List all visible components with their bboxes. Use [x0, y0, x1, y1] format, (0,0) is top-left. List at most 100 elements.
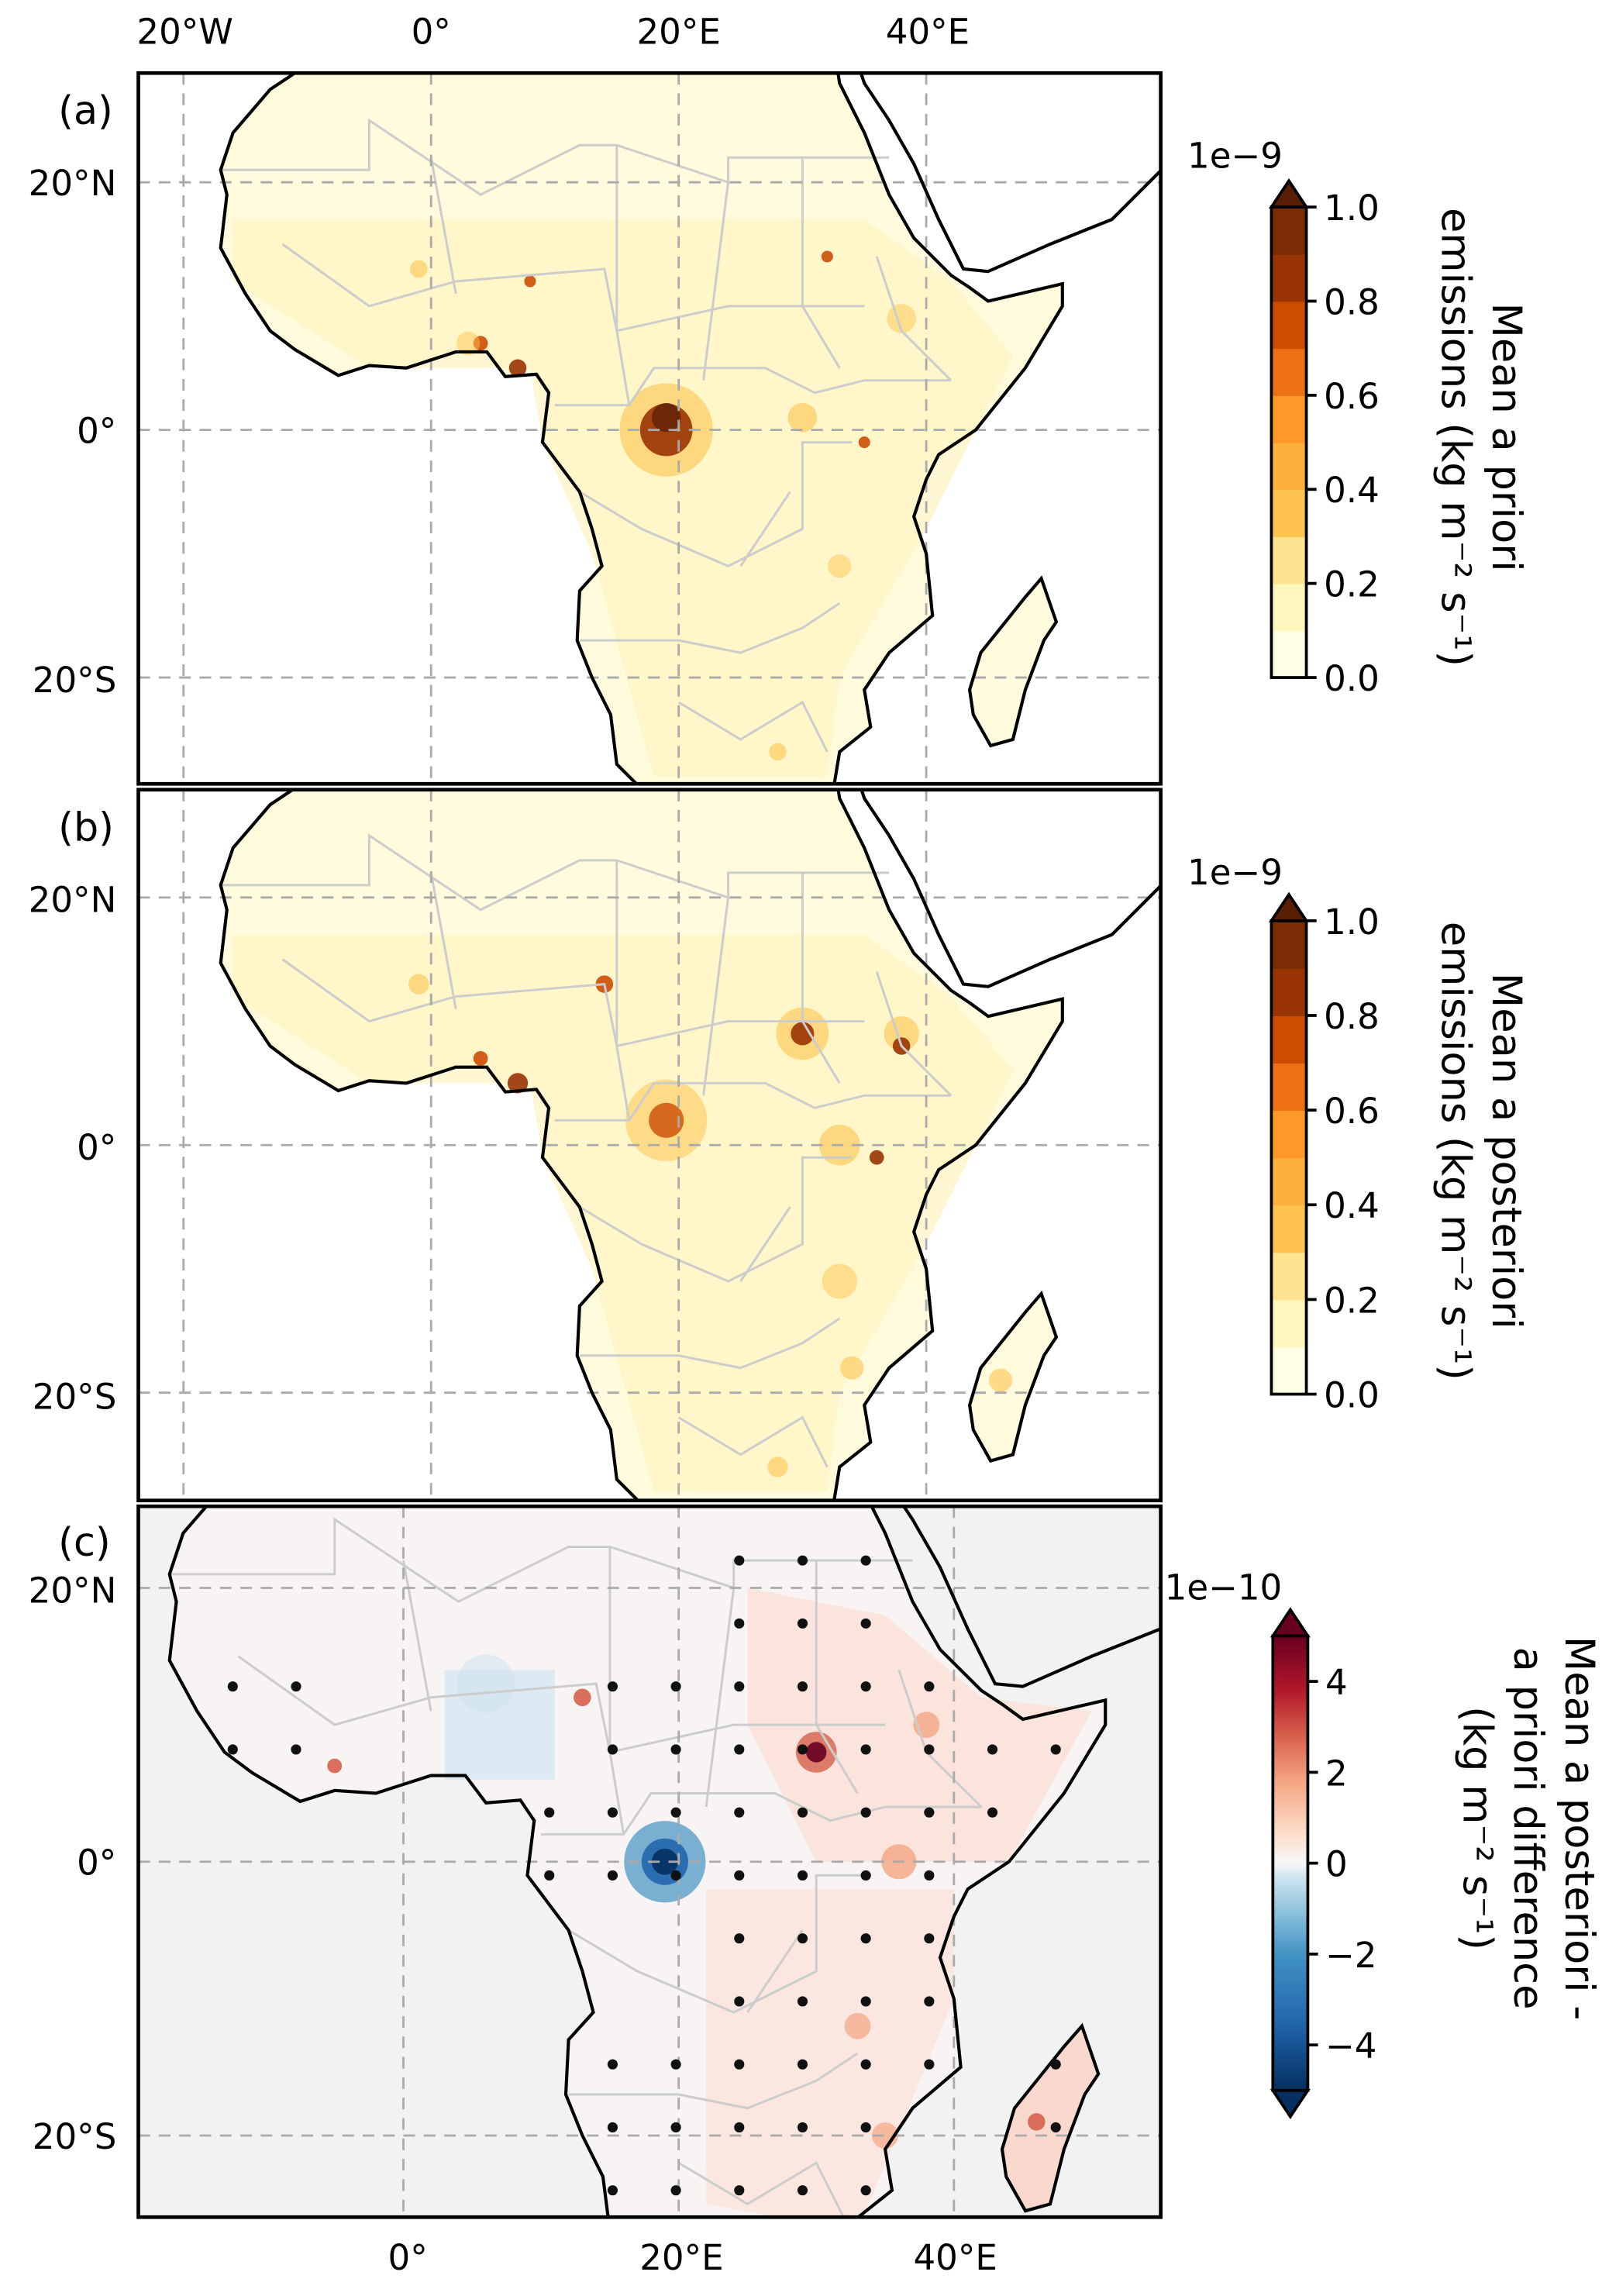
country-border — [815, 1560, 859, 1794]
inversion-dot — [607, 2185, 618, 2196]
country-border — [875, 971, 953, 1097]
inversion-dot — [670, 1744, 681, 1755]
inversion-dot — [734, 2122, 745, 2133]
inversion-dot — [797, 2122, 808, 2133]
country-border — [567, 1874, 872, 2014]
inversion-dot — [860, 2122, 871, 2133]
colorbar-band — [1271, 395, 1307, 443]
colorbar-a: 0.0 0.2 0.4 0.6 0.8 1.0 — [1268, 178, 1380, 699]
lat-tick: 20°S — [33, 2116, 117, 2157]
emission-hotspot — [508, 359, 527, 377]
inversion-dot — [1050, 2122, 1061, 2133]
country-border — [429, 157, 457, 295]
emission-hotspot — [327, 1758, 343, 1774]
colorbar-band — [1271, 920, 1307, 969]
inversion-dot — [797, 2059, 808, 2070]
colorbar-multiplier: 1e−9 — [1187, 135, 1283, 176]
inversion-dot — [797, 1681, 808, 1692]
inversion-dot — [860, 1807, 871, 1818]
inversion-dot — [227, 1744, 238, 1755]
inversion-dot — [924, 2059, 935, 2070]
coastline — [219, 789, 1064, 1501]
frame-a — [136, 71, 1163, 786]
emission-hotspot — [456, 1654, 515, 1713]
colorbar-tick-label: 1.0 — [1324, 902, 1380, 943]
lat-tick: 20°N — [29, 163, 117, 204]
panel-label-c: (c) — [58, 1519, 110, 1565]
colorbar-multiplier: 1e−9 — [1187, 852, 1283, 893]
emission-hotspot — [769, 743, 787, 761]
inversion-dot — [734, 2059, 745, 2070]
lon-tick: 20°E — [636, 12, 720, 53]
inversion-dot — [860, 1933, 871, 1944]
colorbar-band — [1271, 1205, 1307, 1253]
colorbar-tick-label: 0.6 — [1324, 1091, 1380, 1132]
panel-b: (b) 20°N 0° 20°S 0.0 0.2 0.4 0.6 0.8 1.0 1e−9… — [29, 788, 1530, 1503]
country-border — [281, 243, 865, 333]
lat-tick: 20°S — [33, 1376, 117, 1417]
colorbar-band — [1271, 348, 1307, 396]
inversion-dot — [734, 1996, 745, 2007]
inversion-dot — [860, 1681, 871, 1692]
country-border — [568, 2052, 859, 2110]
frame-c — [136, 1504, 1163, 2219]
country-border — [402, 1560, 432, 1712]
colorbar-label: Mean a posteriori — [1483, 973, 1530, 1329]
inversion-dot — [860, 2059, 871, 2070]
emission-background — [233, 934, 1013, 1492]
colorbar-tick-label: 0.4 — [1324, 1185, 1380, 1226]
coastline — [167, 1506, 1108, 2218]
country-border — [220, 833, 890, 912]
colorbar-tick-label: 0.0 — [1324, 1374, 1380, 1415]
inversion-dot — [734, 2185, 745, 2196]
lon-tick: 20°W — [136, 12, 233, 53]
colorbar-tick-label: −4 — [1325, 2025, 1376, 2067]
inversion-dot — [924, 1996, 935, 2007]
lon-tick: 20°E — [639, 2237, 723, 2278]
country-border — [579, 441, 853, 567]
emission-hotspot — [806, 1742, 827, 1763]
inversion-dot — [797, 1996, 808, 2007]
inversion-dot — [860, 2185, 871, 2196]
emission-hotspot — [409, 260, 428, 278]
emission-hotspot — [408, 974, 429, 995]
inversion-dot — [860, 1618, 871, 1629]
emission-hotspot — [822, 1263, 857, 1299]
colorbar-band — [1271, 489, 1307, 537]
inversion-dot — [924, 1681, 935, 1692]
colorbar-outline — [1270, 205, 1308, 679]
inversion-dot — [670, 1807, 681, 1818]
emission-hotspot — [524, 275, 536, 288]
colorbar-outline — [1270, 919, 1308, 1396]
coastline-arabia — [860, 789, 1161, 988]
country-border — [705, 1588, 736, 1808]
emission-hotspot — [840, 1356, 864, 1380]
colorbar-band — [1271, 536, 1307, 584]
map-c — [138, 1506, 1161, 2218]
lon-tick: 40°E — [886, 12, 970, 53]
inversion-dot — [291, 1681, 301, 1692]
inversion-dot — [797, 1744, 808, 1755]
lon-tick: 40°E — [913, 2237, 997, 2278]
inversion-dot — [607, 1681, 618, 1692]
inversion-dot — [544, 1870, 555, 1881]
inversion-dot — [227, 1681, 238, 1692]
coastline — [219, 73, 1064, 784]
inversion-dot — [734, 1870, 745, 1881]
emission-hotspot — [791, 1022, 815, 1046]
map-b — [138, 789, 1161, 1501]
inversion-dot — [607, 1744, 618, 1755]
colorbar-tick-label: 2 — [1325, 1753, 1348, 1794]
emission-hotspot — [651, 1848, 678, 1875]
colorbar-tick-label: 1.0 — [1324, 188, 1380, 229]
inversion-dot — [924, 1807, 935, 1818]
inversion-dot — [924, 1870, 935, 1881]
emission-hotspot — [473, 1051, 488, 1066]
emission-hotspot — [844, 2012, 871, 2039]
emission-hotspot — [767, 1457, 788, 1477]
inversion-dot — [797, 1555, 808, 1566]
inversion-dot — [734, 1744, 745, 1755]
inversion-dot — [797, 1933, 808, 1944]
emission-hotspot — [858, 436, 870, 449]
inversion-dot — [670, 1870, 681, 1881]
